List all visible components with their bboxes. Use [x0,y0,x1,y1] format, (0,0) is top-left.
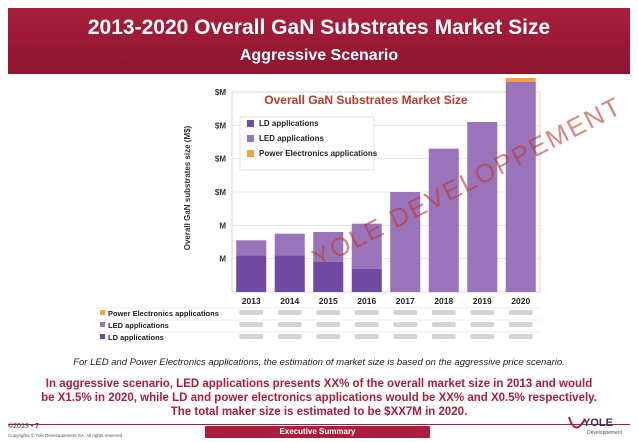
bar-ld-applications-2015 [313,262,344,292]
bar-led-applications-2017 [390,192,421,292]
bar-led-applications-2016 [351,223,382,269]
table-cell-blurred [277,310,302,315]
yole-logo: YOLE Développement [568,416,623,436]
table-cell-blurred [431,322,456,327]
bar-led-applications-2019 [467,122,498,292]
bar-ld-applications-2014 [274,255,305,292]
summary-text: In aggressive scenario, LED applications… [30,377,608,419]
legend-swatch [247,135,254,142]
table-cell-blurred [431,334,456,339]
chart-bars [236,78,536,292]
x-tick-label-2016: 2016 [357,296,376,306]
x-axis-ticks: 2013 2014 2015 2016 2017 2018 2019 2020 [242,296,531,306]
table-cell-blurred [239,310,264,315]
table-cell-blurred [393,310,418,315]
table-row-label: LED applications [108,321,169,330]
table-cell-blurred [354,322,379,327]
table-row-label: LD applications [108,333,164,342]
slide-header: 2013-2020 Overall GaN Substrates Market … [8,8,630,74]
x-tick-label-2015: 2015 [319,296,338,306]
y-tick-label: $M [215,121,226,130]
table-cell-blurred [508,322,533,327]
legend-label: LD applications [259,119,319,128]
bar-led-applications-2020 [505,82,536,292]
table-cell-blurred [508,334,533,339]
summary-line-2: be X1.5% in 2020, while LD and power ele… [41,392,597,404]
table-cell-blurred [508,310,533,315]
bar-led-applications-2014 [274,233,305,256]
y-tick-label: $M [215,188,226,197]
bar-led-applications-2013 [236,240,267,256]
x-tick-label-2013: 2013 [242,296,261,306]
legend-box [239,116,375,171]
table-cell-blurred [470,310,495,315]
table-cell-blurred [239,322,264,327]
footer-divider [8,424,630,425]
chart-title: Overall GaN Substrates Market Size [264,93,468,107]
table-cell-blurred [316,310,341,315]
y-axis-ticks: M M $M $M $M $M [215,88,226,264]
table-cell-blurred [431,310,456,315]
y-tick-label: M [219,255,226,264]
copyright-text: Copyrights © Yole Développement SA. All … [8,433,124,438]
bar-power-electronics-applications-2020 [505,78,536,82]
footer-year: ©2013 [8,423,29,430]
slide-subtitle: Aggressive Scenario [239,47,399,64]
chart-data-table: Power Electronics applications LED applic… [96,307,540,342]
table-cell-blurred [354,334,379,339]
bar-led-applications-2015 [313,232,344,262]
y-axis-label: Overall GaN substrates size (M$) [183,125,192,250]
bar-led-applications-2018 [428,148,459,292]
table-cell-blurred [239,334,264,339]
table-cell-blurred [354,310,379,315]
table-cell-blurred [277,334,302,339]
summary-line-1: In aggressive scenario, LED applications… [45,378,593,390]
y-tick-label: $M [215,88,226,97]
table-row-label: Power Electronics applications [108,309,219,318]
table-cell-blurred [393,322,418,327]
table-row-swatch [100,322,105,327]
x-tick-label-2017: 2017 [396,296,415,306]
bar-ld-applications-2013 [236,255,267,292]
table-cell-blurred [316,334,341,339]
legend-label: LED applications [259,134,324,143]
table-cell-blurred [316,322,341,327]
chart-legend: LD applications LED applications Power Ele… [247,119,378,158]
x-tick-label-2014: 2014 [280,296,299,306]
svg-text:YOLE: YOLE [583,417,613,429]
svg-text:Développement: Développement [587,430,623,436]
legend-label: Power Electronics applications [259,149,378,158]
footnote: For LED and Power Electronics applicatio… [73,357,565,368]
footer-page-info: ©2013 • 7 [8,423,39,430]
summary-line-3: The total maker size is estimated to be … [170,406,468,418]
table-row-swatch [100,310,105,315]
table-cell-blurred [393,334,418,339]
x-tick-label-2018: 2018 [434,296,453,306]
table-row-swatch [100,334,105,339]
y-tick-label: M [219,221,226,230]
x-tick-label-2019: 2019 [473,296,492,306]
legend-swatch [247,120,254,127]
table-cell-blurred [470,322,495,327]
slide-title: 2013-2020 Overall GaN Substrates Market … [87,16,551,39]
legend-swatch [247,150,254,157]
section-label: Executive Summary [205,426,430,438]
x-tick-label-2020: 2020 [511,296,530,306]
table-cell-blurred [277,322,302,327]
y-tick-label: $M [215,155,226,164]
bar-ld-applications-2016 [351,268,382,292]
table-cell-blurred [470,334,495,339]
page-number: 7 [35,423,39,430]
